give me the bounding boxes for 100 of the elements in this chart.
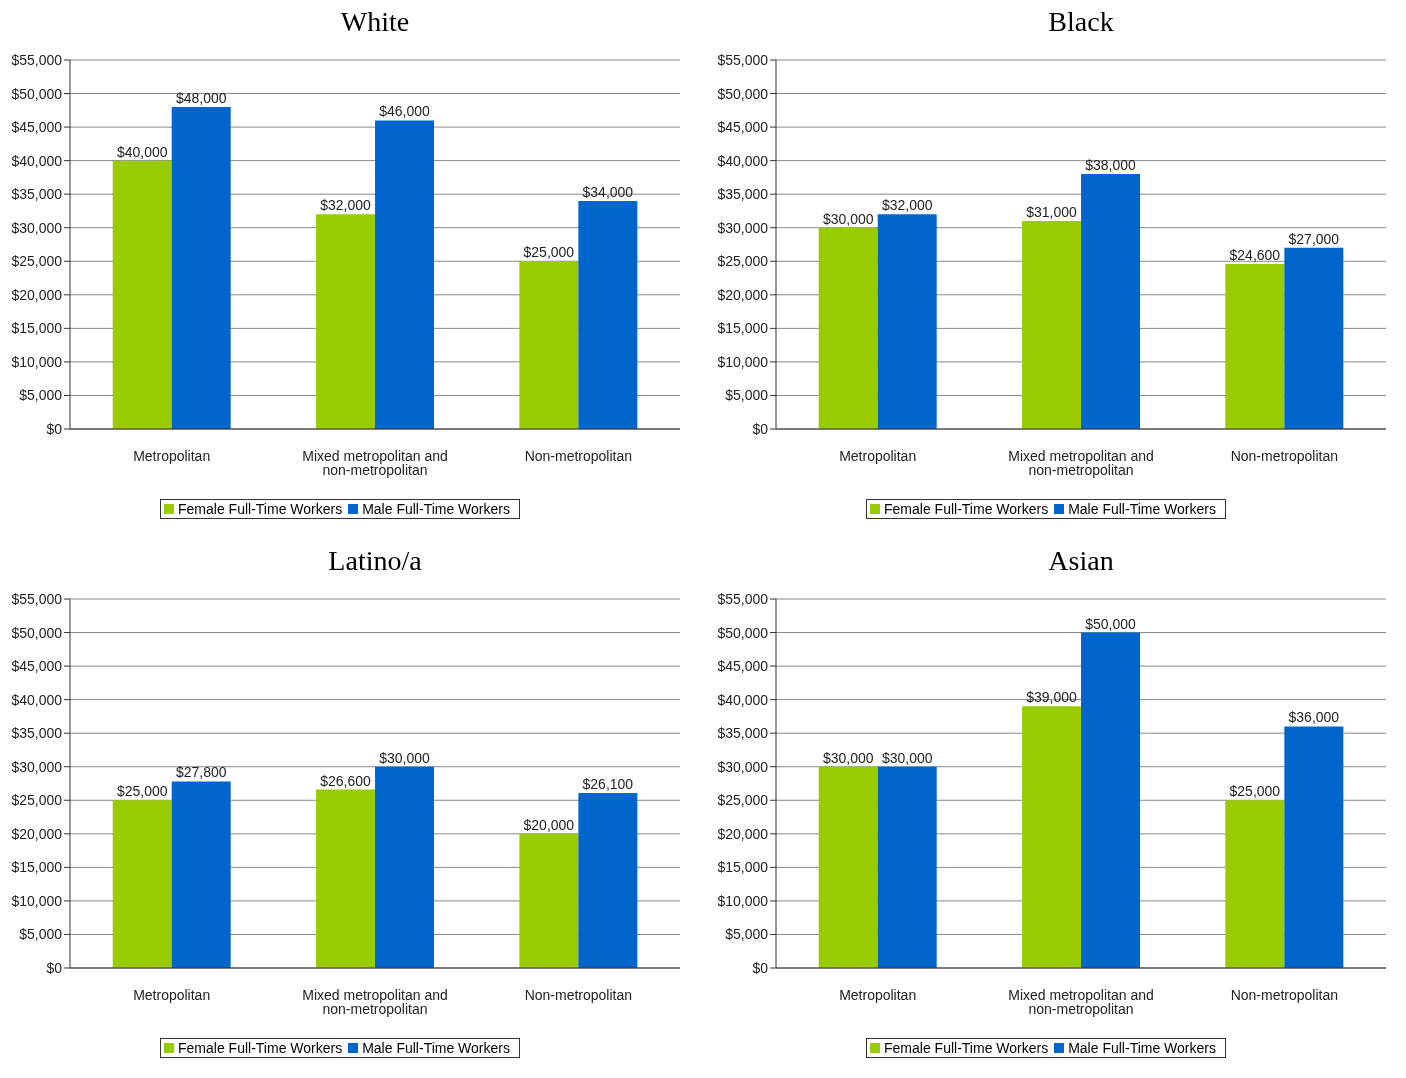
bar	[519, 833, 579, 968]
y-tick-label: $0	[752, 420, 769, 437]
bar	[1225, 800, 1285, 968]
legend-label: Female Full-Time Workers	[883, 501, 1049, 517]
data-label: $27,000	[1288, 230, 1340, 247]
y-tick-label: $55,000	[717, 51, 769, 68]
x-tick-label: Mixed metropolitan and non-metropolitan	[1008, 447, 1154, 478]
x-tick-label: Mixed metropolitan and non-metropolitan	[1008, 986, 1154, 1017]
bar	[316, 214, 376, 429]
data-label: $26,600	[320, 772, 372, 789]
data-label: $30,000	[822, 749, 874, 766]
data-label: $24,600	[1229, 246, 1281, 263]
chart-title: Asian	[1047, 545, 1115, 577]
x-tick-label: Metropolitan	[133, 447, 211, 464]
x-tick-label: Non-metropolitan	[524, 447, 633, 464]
data-label: $30,000	[881, 749, 933, 766]
y-tick-label: $10,000	[11, 892, 63, 909]
y-tick-label: $55,000	[11, 51, 63, 68]
y-tick-label: $45,000	[717, 658, 769, 675]
legend-label: Female Full-Time Workers	[883, 1040, 1049, 1056]
data-label: $30,000	[822, 210, 874, 227]
legend-label: Female Full-Time Workers	[177, 1040, 343, 1056]
y-tick-label: $10,000	[717, 892, 769, 909]
bar	[1022, 221, 1082, 429]
y-tick-label: $5,000	[19, 926, 63, 943]
bar	[171, 106, 231, 429]
y-tick-label: $50,000	[11, 85, 63, 102]
y-tick-label: $40,000	[717, 152, 769, 169]
data-label: $34,000	[582, 183, 634, 200]
y-tick-label: $30,000	[11, 219, 63, 236]
x-tick-label: Non-metropolitan	[1230, 447, 1339, 464]
legend-label: Male Full-Time Workers	[1067, 1040, 1216, 1056]
data-label: $20,000	[523, 816, 575, 833]
data-label: $30,000	[379, 749, 431, 766]
bar	[877, 214, 937, 429]
y-tick-label: $35,000	[11, 186, 63, 203]
x-tick-label: Metropolitan	[839, 986, 917, 1003]
y-tick-label: $45,000	[11, 658, 63, 675]
y-tick-label: $35,000	[717, 186, 769, 203]
y-tick-label: $30,000	[717, 219, 769, 236]
y-tick-label: $0	[752, 959, 769, 976]
legend-label: Female Full-Time Workers	[177, 501, 343, 517]
y-tick-label: $35,000	[11, 725, 63, 742]
chart-title: White	[339, 6, 411, 38]
bar	[578, 200, 638, 429]
y-tick-label: $25,000	[11, 792, 63, 809]
chart-title: Latino/a	[327, 545, 423, 577]
bar	[1284, 247, 1344, 429]
bar	[375, 766, 435, 968]
bar	[1081, 174, 1141, 429]
y-tick-label: $10,000	[717, 353, 769, 370]
y-tick-label: $15,000	[717, 859, 769, 876]
legend-label: Male Full-Time Workers	[1067, 501, 1216, 517]
data-label: $25,000	[116, 783, 168, 800]
data-label: $36,000	[1288, 709, 1340, 726]
y-tick-label: $5,000	[19, 387, 63, 404]
data-label: $32,000	[320, 197, 372, 214]
y-tick-label: $15,000	[11, 320, 63, 337]
y-tick-label: $45,000	[11, 119, 63, 136]
chart-title: Black	[1047, 6, 1115, 38]
y-tick-label: $40,000	[11, 691, 63, 708]
x-tick-label: Metropolitan	[839, 447, 917, 464]
x-tick-label: Mixed metropolitan and non-metropolitan	[302, 447, 448, 478]
y-tick-label: $25,000	[717, 253, 769, 270]
y-tick-label: $55,000	[717, 590, 769, 607]
x-tick-label: Non-metropolitan	[1230, 986, 1339, 1003]
y-tick-label: $30,000	[11, 758, 63, 775]
data-label: $38,000	[1085, 157, 1137, 174]
bar	[375, 120, 435, 429]
y-tick-label: $45,000	[717, 119, 769, 136]
x-tick-label: Non-metropolitan	[524, 986, 633, 1003]
bar	[818, 227, 878, 429]
bar	[112, 800, 172, 968]
bar	[1022, 706, 1082, 968]
y-tick-label: $20,000	[11, 825, 63, 842]
data-label: $50,000	[1085, 615, 1137, 632]
y-tick-label: $0	[46, 420, 63, 437]
y-tick-label: $30,000	[717, 758, 769, 775]
bar	[578, 792, 638, 968]
y-tick-label: $40,000	[717, 691, 769, 708]
y-tick-label: $25,000	[717, 792, 769, 809]
y-tick-label: $10,000	[11, 353, 63, 370]
y-tick-label: $55,000	[11, 590, 63, 607]
y-tick-label: $15,000	[717, 320, 769, 337]
legend-label: Male Full-Time Workers	[361, 501, 510, 517]
legend-label: Male Full-Time Workers	[361, 1040, 510, 1056]
data-label: $39,000	[1026, 689, 1078, 706]
bar	[818, 766, 878, 968]
y-tick-label: $15,000	[11, 859, 63, 876]
y-tick-label: $20,000	[717, 825, 769, 842]
data-label: $27,800	[175, 764, 227, 781]
y-tick-label: $50,000	[717, 624, 769, 641]
x-tick-label: Mixed metropolitan and non-metropolitan	[302, 986, 448, 1017]
y-tick-label: $20,000	[717, 286, 769, 303]
data-label: $32,000	[881, 197, 933, 214]
data-label: $40,000	[116, 143, 168, 160]
y-tick-label: $5,000	[725, 387, 769, 404]
x-tick-label: Metropolitan	[133, 986, 211, 1003]
bar	[519, 261, 579, 429]
y-tick-label: $35,000	[717, 725, 769, 742]
